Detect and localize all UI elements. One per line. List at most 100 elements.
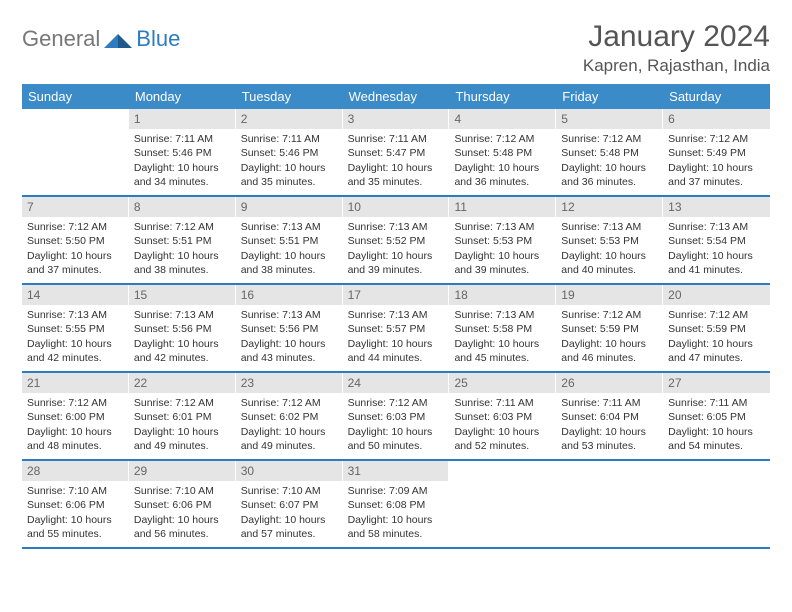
day-cell: 13Sunrise: 7:13 AMSunset: 5:54 PMDayligh… [663,197,770,283]
sunrise-text: Sunrise: 7:13 AM [348,220,445,234]
day-number: 2 [236,109,343,129]
sunrise-text: Sunrise: 7:13 AM [454,220,551,234]
day-cell: 27Sunrise: 7:11 AMSunset: 6:05 PMDayligh… [663,373,770,459]
day-cell: 21Sunrise: 7:12 AMSunset: 6:00 PMDayligh… [22,373,129,459]
day-cell [663,461,770,547]
day-header-mon: Monday [129,84,236,109]
sunset-text: Sunset: 5:51 PM [134,234,231,248]
day-number: 1 [129,109,236,129]
day-body: Sunrise: 7:11 AMSunset: 5:46 PMDaylight:… [236,129,343,195]
sunset-text: Sunset: 5:52 PM [348,234,445,248]
calendar: Sunday Monday Tuesday Wednesday Thursday… [22,84,770,549]
day-cell: 30Sunrise: 7:10 AMSunset: 6:07 PMDayligh… [236,461,343,547]
sunrise-text: Sunrise: 7:13 AM [561,220,658,234]
daylight-text: Daylight: 10 hours and 45 minutes. [454,337,551,365]
day-number: 19 [556,285,663,305]
sunset-text: Sunset: 6:04 PM [561,410,658,424]
day-body: Sunrise: 7:09 AMSunset: 6:08 PMDaylight:… [343,481,450,547]
day-body [22,129,129,138]
day-body: Sunrise: 7:13 AMSunset: 5:54 PMDaylight:… [663,217,770,283]
daylight-text: Daylight: 10 hours and 47 minutes. [668,337,765,365]
day-body: Sunrise: 7:13 AMSunset: 5:51 PMDaylight:… [236,217,343,283]
day-cell: 3Sunrise: 7:11 AMSunset: 5:47 PMDaylight… [343,109,450,195]
sunrise-text: Sunrise: 7:13 AM [454,308,551,322]
day-cell: 8Sunrise: 7:12 AMSunset: 5:51 PMDaylight… [129,197,236,283]
sunrise-text: Sunrise: 7:13 AM [348,308,445,322]
day-cell [556,461,663,547]
day-body: Sunrise: 7:11 AMSunset: 6:05 PMDaylight:… [663,393,770,459]
sunset-text: Sunset: 5:56 PM [241,322,338,336]
day-body: Sunrise: 7:12 AMSunset: 5:59 PMDaylight:… [556,305,663,371]
day-number: 26 [556,373,663,393]
daylight-text: Daylight: 10 hours and 38 minutes. [241,249,338,277]
day-cell: 31Sunrise: 7:09 AMSunset: 6:08 PMDayligh… [343,461,450,547]
logo-text-general: General [22,26,100,52]
day-number: 29 [129,461,236,481]
day-number: 25 [449,373,556,393]
day-number: 24 [343,373,450,393]
day-cell: 2Sunrise: 7:11 AMSunset: 5:46 PMDaylight… [236,109,343,195]
sunrise-text: Sunrise: 7:12 AM [241,396,338,410]
day-cell: 25Sunrise: 7:11 AMSunset: 6:03 PMDayligh… [449,373,556,459]
day-body: Sunrise: 7:10 AMSunset: 6:06 PMDaylight:… [129,481,236,547]
sunrise-text: Sunrise: 7:13 AM [241,220,338,234]
sunset-text: Sunset: 5:49 PM [668,146,765,160]
sunrise-text: Sunrise: 7:11 AM [454,396,551,410]
day-number-empty [449,461,556,481]
sunset-text: Sunset: 5:59 PM [668,322,765,336]
daylight-text: Daylight: 10 hours and 34 minutes. [134,161,231,189]
day-cell: 1Sunrise: 7:11 AMSunset: 5:46 PMDaylight… [129,109,236,195]
sunset-text: Sunset: 5:47 PM [348,146,445,160]
day-body: Sunrise: 7:13 AMSunset: 5:56 PMDaylight:… [129,305,236,371]
day-body: Sunrise: 7:12 AMSunset: 6:03 PMDaylight:… [343,393,450,459]
day-number: 16 [236,285,343,305]
day-cell: 6Sunrise: 7:12 AMSunset: 5:49 PMDaylight… [663,109,770,195]
day-number: 11 [449,197,556,217]
day-number: 17 [343,285,450,305]
day-number: 18 [449,285,556,305]
daylight-text: Daylight: 10 hours and 39 minutes. [454,249,551,277]
sunset-text: Sunset: 5:48 PM [561,146,658,160]
sunset-text: Sunset: 5:57 PM [348,322,445,336]
daylight-text: Daylight: 10 hours and 58 minutes. [348,513,445,541]
day-cell: 12Sunrise: 7:13 AMSunset: 5:53 PMDayligh… [556,197,663,283]
sunrise-text: Sunrise: 7:12 AM [27,220,124,234]
day-body: Sunrise: 7:13 AMSunset: 5:53 PMDaylight:… [449,217,556,283]
sunrise-text: Sunrise: 7:11 AM [134,132,231,146]
day-number-empty [22,109,129,129]
day-cell: 28Sunrise: 7:10 AMSunset: 6:06 PMDayligh… [22,461,129,547]
day-body: Sunrise: 7:11 AMSunset: 5:47 PMDaylight:… [343,129,450,195]
day-number: 21 [22,373,129,393]
daylight-text: Daylight: 10 hours and 35 minutes. [241,161,338,189]
sunrise-text: Sunrise: 7:12 AM [27,396,124,410]
day-body: Sunrise: 7:13 AMSunset: 5:55 PMDaylight:… [22,305,129,371]
sunset-text: Sunset: 5:50 PM [27,234,124,248]
day-number: 15 [129,285,236,305]
day-number: 7 [22,197,129,217]
sunset-text: Sunset: 5:53 PM [454,234,551,248]
day-cell: 24Sunrise: 7:12 AMSunset: 6:03 PMDayligh… [343,373,450,459]
page-header: General Blue January 2024 Kapren, Rajast… [22,20,770,76]
daylight-text: Daylight: 10 hours and 39 minutes. [348,249,445,277]
day-body: Sunrise: 7:12 AMSunset: 5:59 PMDaylight:… [663,305,770,371]
day-cell: 17Sunrise: 7:13 AMSunset: 5:57 PMDayligh… [343,285,450,371]
daylight-text: Daylight: 10 hours and 35 minutes. [348,161,445,189]
sunrise-text: Sunrise: 7:12 AM [454,132,551,146]
day-number: 27 [663,373,770,393]
daylight-text: Daylight: 10 hours and 37 minutes. [27,249,124,277]
day-number: 28 [22,461,129,481]
sunset-text: Sunset: 5:58 PM [454,322,551,336]
sunrise-text: Sunrise: 7:11 AM [348,132,445,146]
day-cell: 15Sunrise: 7:13 AMSunset: 5:56 PMDayligh… [129,285,236,371]
logo-text-blue: Blue [136,26,180,52]
sunset-text: Sunset: 6:03 PM [348,410,445,424]
day-cell: 19Sunrise: 7:12 AMSunset: 5:59 PMDayligh… [556,285,663,371]
sunset-text: Sunset: 6:07 PM [241,498,338,512]
sunrise-text: Sunrise: 7:12 AM [134,396,231,410]
day-body [449,481,556,490]
sunrise-text: Sunrise: 7:13 AM [241,308,338,322]
day-number: 3 [343,109,450,129]
day-number: 13 [663,197,770,217]
logo: General Blue [22,20,180,52]
daylight-text: Daylight: 10 hours and 40 minutes. [561,249,658,277]
